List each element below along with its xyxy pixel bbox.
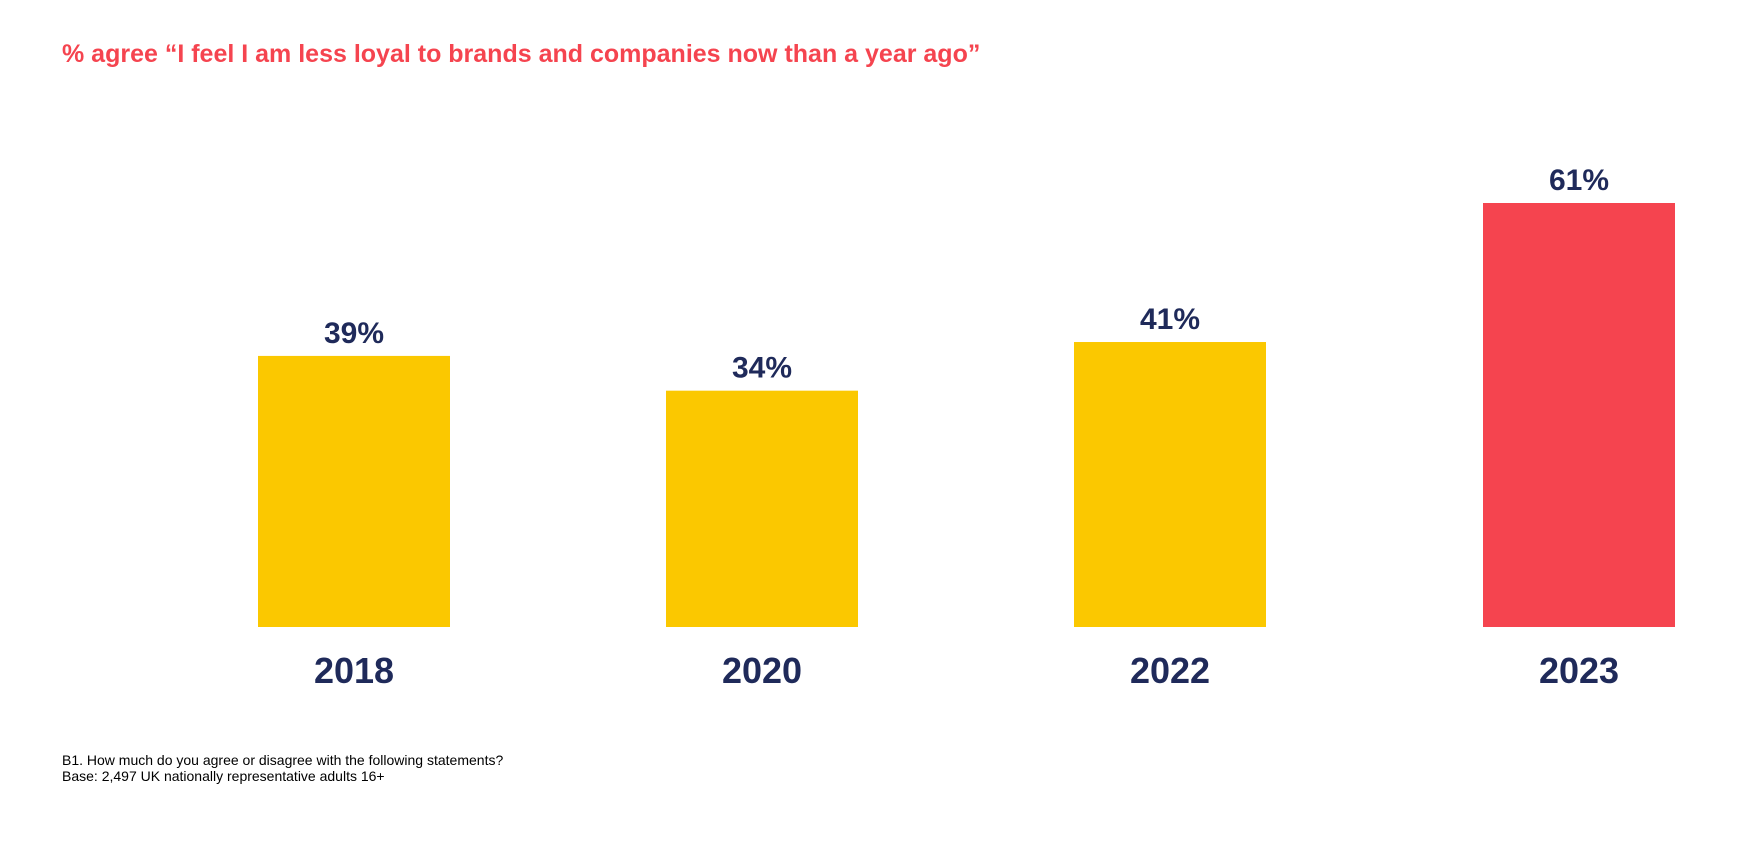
bar-2020: [666, 390, 858, 627]
footnote-base: Base: 2,497 UK nationally representative…: [62, 768, 385, 784]
chart-title: % agree “I feel I am less loyal to brand…: [62, 40, 981, 68]
category-label-2022: 2022: [1130, 650, 1210, 691]
category-label-2020: 2020: [722, 650, 802, 691]
value-label-2020: 34%: [732, 352, 792, 385]
footnote: B1. How much do you agree or disagree wi…: [62, 752, 503, 784]
bar-2022: [1074, 342, 1266, 627]
bars-group: 39% 2018 34% 2020 41% 2022 61% 2023: [258, 164, 1675, 691]
bar-2023: [1483, 203, 1675, 627]
category-label-2023: 2023: [1539, 650, 1619, 691]
footnote-question: B1. How much do you agree or disagree wi…: [62, 752, 504, 768]
category-label-2018: 2018: [314, 650, 394, 691]
value-label-2022: 41%: [1140, 303, 1200, 336]
value-label-2018: 39%: [324, 317, 384, 350]
bar-2018: [258, 355, 450, 627]
value-label-2023: 61%: [1549, 164, 1609, 197]
